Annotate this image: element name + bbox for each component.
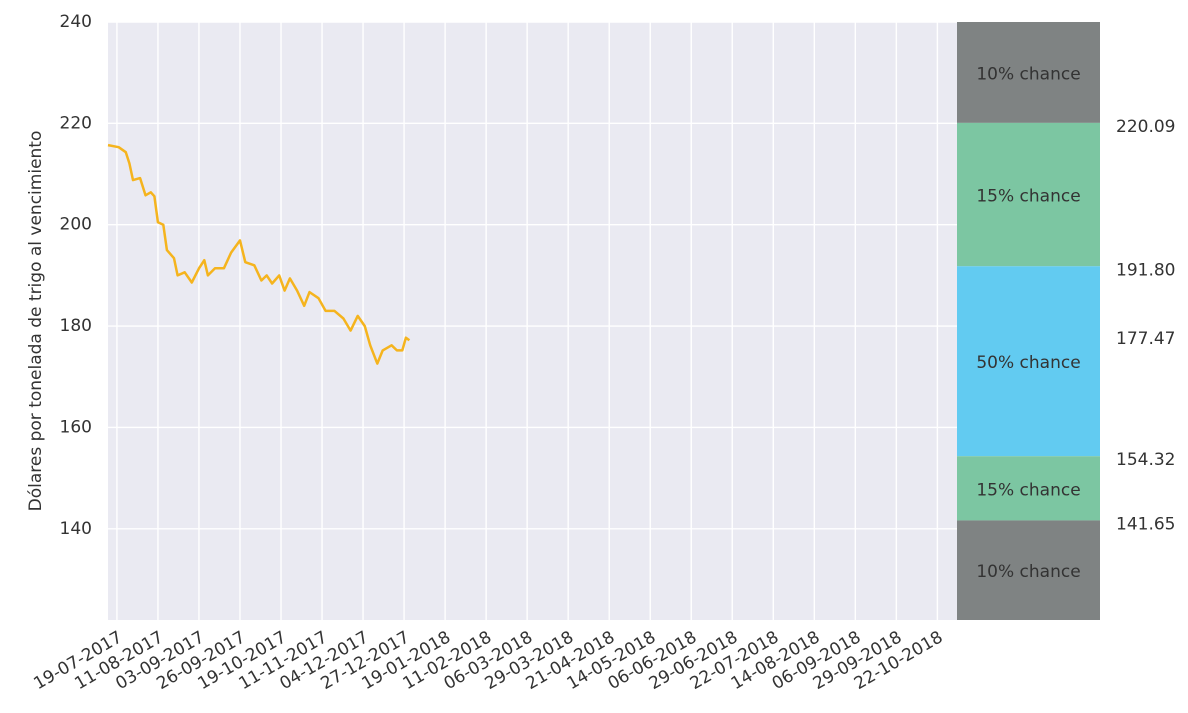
band-label: 15% chance [976, 480, 1080, 500]
band-label: 50% chance [976, 353, 1080, 373]
band-label: 10% chance [976, 64, 1080, 84]
y-tick-label: 140 [60, 519, 92, 539]
median-label: 177.47 [1116, 329, 1175, 349]
probability-band [957, 520, 1100, 620]
y-tick-label: 200 [60, 215, 92, 235]
level-label: 220.09 [1116, 117, 1175, 137]
level-label: 154.32 [1116, 450, 1175, 470]
probability-band [957, 22, 1100, 123]
level-label: 191.80 [1116, 260, 1175, 280]
probability-band [957, 456, 1100, 521]
y-tick-label: 220 [60, 113, 92, 133]
y-axis-label: Dólares por tonelada de trigo al vencimi… [26, 131, 46, 512]
plot-area [108, 22, 957, 620]
probability-band [957, 122, 1100, 267]
price-line [107, 143, 411, 365]
probability-band [957, 266, 1100, 457]
band-label: 15% chance [976, 187, 1080, 207]
level-label: 141.65 [1116, 514, 1175, 534]
y-tick-label: 180 [60, 316, 92, 336]
y-tick-label: 160 [60, 417, 92, 437]
y-tick-label: 240 [60, 12, 92, 32]
band-label: 10% chance [976, 562, 1080, 582]
